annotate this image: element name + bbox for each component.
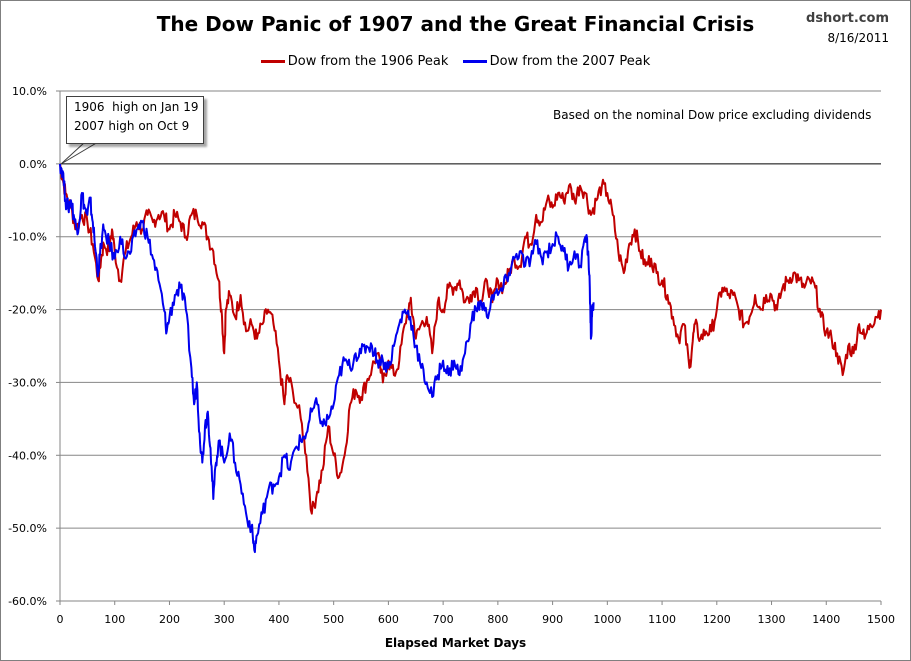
y-tick-label: -50.0% (8, 522, 47, 535)
y-tick-label: -40.0% (8, 449, 47, 462)
x-tick-label: 500 (323, 613, 344, 626)
y-tick-label: -30.0% (8, 376, 47, 389)
x-axis-title: Elapsed Market Days (384, 636, 527, 650)
y-tick-label: -60.0% (8, 595, 47, 608)
legend-entry-1906: Dow from the 1906 Peak (260, 54, 449, 69)
source-label: dshort.com (806, 11, 889, 26)
chart-title: The Dow Panic of 1907 and the Great Fina… (156, 12, 755, 36)
y-tick-label: -20.0% (8, 304, 47, 317)
x-tick-label: 600 (378, 613, 399, 626)
y-tick-label: -10.0% (8, 231, 47, 244)
x-tick-label: 400 (268, 613, 289, 626)
legend: Dow from the 1906 Peak Dow from the 2007… (0, 54, 911, 69)
x-tick-label: 100 (104, 613, 125, 626)
x-tick-label: 900 (542, 613, 563, 626)
x-tick-label: 1400 (812, 613, 840, 626)
legend-label-1906: Dow from the 1906 Peak (287, 54, 449, 69)
legend-label-2007: Dow from the 2007 Peak (489, 54, 651, 69)
x-tick-label: 300 (214, 613, 235, 626)
legend-entry-2007: Dow from the 2007 Peak (462, 54, 651, 69)
series-line-2007 (59, 163, 595, 554)
note-text: Based on the nominal Dow price excluding… (553, 108, 872, 122)
x-tick-label: 1000 (593, 613, 621, 626)
y-tick-label: 0.0% (19, 158, 47, 171)
x-tick-label: 1100 (648, 613, 676, 626)
legend-swatch-1906 (260, 60, 285, 63)
x-tick-label: 0 (57, 613, 64, 626)
callout-pointer (60, 141, 100, 165)
callout-line-2007: 2007 high on Oct 9 (74, 119, 190, 133)
peak-callout: 1906 high on Jan 19 2007 high on Oct 9 (66, 96, 204, 144)
x-tick-label: 800 (487, 613, 508, 626)
legend-swatch-2007 (462, 60, 487, 63)
x-tick-label: 1300 (758, 613, 786, 626)
callout-line-1906: 1906 high on Jan 19 (74, 100, 199, 114)
x-tick-label: 200 (159, 613, 180, 626)
x-tick-label: 700 (433, 613, 454, 626)
date-label: 8/16/2011 (827, 31, 889, 45)
x-tick-label: 1200 (703, 613, 731, 626)
y-tick-label: 10.0% (12, 85, 47, 98)
x-tick-label: 1500 (867, 613, 895, 626)
series-line-1906 (59, 163, 882, 515)
